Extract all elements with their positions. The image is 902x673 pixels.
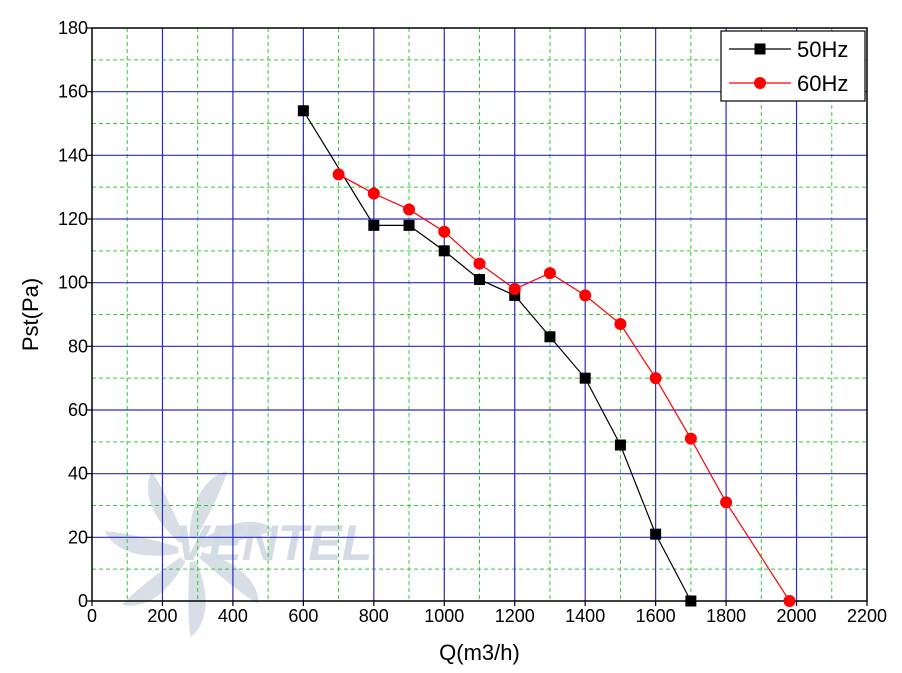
y-tick-label: 40: [68, 464, 88, 484]
data-point: [649, 372, 662, 385]
data-point: [614, 439, 626, 451]
x-axis-ticks: 0 200 400 600 800 1000 1200 1400 1600 1800 2000 220…: [87, 601, 887, 626]
y-axis-title: Pst(Pa): [18, 278, 43, 351]
y-tick-label: 140: [58, 145, 88, 165]
watermark-text: VENTEL: [175, 515, 372, 571]
fan-hub: [178, 538, 202, 562]
y-tick-label: 80: [68, 336, 88, 356]
fan-blade: [147, 471, 190, 550]
data-point: [783, 595, 796, 607]
data-point: [367, 187, 380, 200]
x-tick-label: 1200: [495, 606, 535, 626]
data-point: [685, 595, 697, 607]
data-point: [438, 245, 450, 257]
minor-grid: [92, 28, 867, 601]
data-point: [614, 318, 627, 331]
series-layer: [297, 105, 796, 607]
y-tick-label: 20: [68, 527, 88, 547]
data-point: [403, 219, 415, 231]
data-point: [332, 168, 345, 181]
series-50Hz: [297, 105, 697, 607]
plot-frame: [91, 27, 868, 602]
x-tick-label: 1800: [706, 606, 746, 626]
data-point: [438, 225, 451, 238]
x-tick-label: 400: [218, 606, 248, 626]
y-tick-label: 100: [58, 273, 88, 293]
x-tick-label: 1600: [636, 606, 676, 626]
x-tick-label: 600: [288, 606, 318, 626]
y-tick-label: 120: [58, 209, 88, 229]
y-tick-label: 0: [78, 591, 88, 611]
data-point: [650, 528, 662, 540]
fan-blade: [189, 471, 228, 550]
fan-blade: [190, 550, 259, 604]
legend-item-60Hz: 60Hz: [729, 71, 848, 96]
data-point: [579, 372, 591, 384]
data-point: [543, 267, 556, 280]
legend-marker: [754, 43, 766, 55]
y-axis-ticks: 0 20 40 60 80 100 120 140 160 180: [58, 18, 92, 611]
data-point: [403, 203, 416, 216]
data-point: [508, 283, 521, 296]
legend-marker: [754, 77, 766, 89]
fan-logo-icon: [104, 471, 275, 638]
x-axis-title: Q(m3/h): [439, 640, 520, 665]
y-tick-label: 180: [58, 18, 88, 38]
data-point: [297, 105, 309, 117]
legend-box: [720, 30, 866, 102]
major-grid: [92, 28, 867, 601]
data-point: [368, 219, 380, 231]
data-point: [684, 432, 697, 445]
x-tick-label: 1000: [424, 606, 464, 626]
data-point: [509, 289, 521, 301]
legend: 50Hz 60Hz: [720, 30, 866, 102]
data-point: [720, 496, 733, 509]
data-point: [544, 331, 556, 343]
series-60Hz: [332, 168, 796, 607]
x-tick-label: 1400: [565, 606, 605, 626]
fan-blade: [122, 550, 190, 606]
x-tick-label: 2000: [777, 606, 817, 626]
x-tick-label: 200: [147, 606, 177, 626]
data-point: [473, 257, 486, 270]
watermark-logo: VENTEL: [104, 471, 372, 638]
legend-label: 50Hz: [797, 37, 848, 62]
data-point: [474, 273, 485, 285]
legend-item-50Hz: 50Hz: [729, 37, 848, 62]
legend-label: 60Hz: [797, 71, 848, 96]
y-tick-label: 160: [58, 82, 88, 102]
x-tick-label: 800: [359, 606, 389, 626]
y-tick-label: 60: [68, 400, 88, 420]
fan-blade: [188, 550, 206, 638]
x-tick-label: 2200: [847, 606, 887, 626]
data-point: [579, 289, 592, 302]
x-tick-label: 0: [87, 606, 97, 626]
